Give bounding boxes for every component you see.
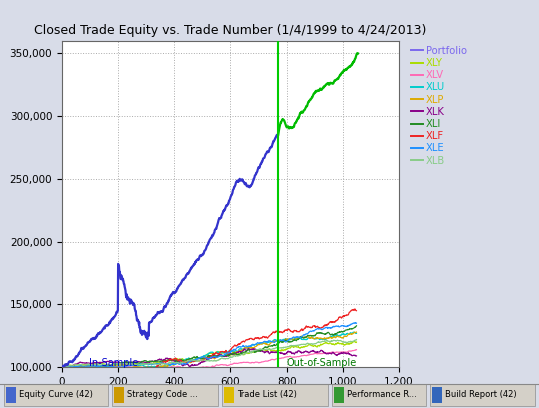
Legend: Portfolio, XLY, XLV, XLU, XLP, XLK, XLI, XLF, XLE, XLB: Portfolio, XLY, XLV, XLU, XLP, XLK, XLI,… [411,46,467,166]
FancyBboxPatch shape [332,384,426,406]
FancyBboxPatch shape [6,387,16,403]
Text: Performance R...: Performance R... [347,390,417,399]
Text: In-Sample: In-Sample [88,358,138,368]
Text: Trade List (42): Trade List (42) [237,390,297,399]
FancyBboxPatch shape [224,387,234,403]
Text: Equity Curve (42): Equity Curve (42) [19,390,93,399]
FancyBboxPatch shape [430,384,535,406]
Text: Strategy Code ...: Strategy Code ... [127,390,198,399]
Text: Out-of-Sample: Out-of-Sample [287,358,357,368]
FancyBboxPatch shape [4,384,108,406]
Title: Closed Trade Equity vs. Trade Number (1/4/1999 to 4/24/2013): Closed Trade Equity vs. Trade Number (1/… [34,24,426,37]
FancyBboxPatch shape [334,387,344,403]
FancyBboxPatch shape [114,387,124,403]
FancyBboxPatch shape [432,387,442,403]
Text: Build Report (42): Build Report (42) [445,390,516,399]
FancyBboxPatch shape [112,384,218,406]
FancyBboxPatch shape [222,384,328,406]
